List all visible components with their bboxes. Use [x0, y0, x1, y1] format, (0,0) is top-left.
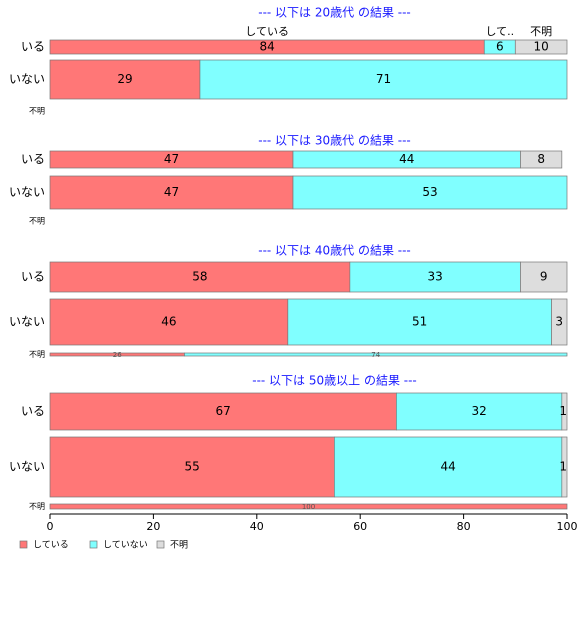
- row-label: 不明: [29, 502, 45, 511]
- legend-swatch: [19, 540, 28, 549]
- data-label: 53: [422, 185, 437, 199]
- bar-segment: [49, 503, 568, 510]
- data-label: 29: [117, 72, 132, 86]
- panel-title: --- 以下は 40歳代 の結果 ---: [258, 244, 411, 258]
- legend-label: していない: [103, 540, 148, 551]
- data-label: 100: [302, 503, 315, 511]
- data-label: 1: [559, 404, 567, 418]
- data-label: 47: [164, 185, 179, 199]
- legend-swatch: [156, 540, 165, 549]
- data-label: 3: [555, 315, 563, 329]
- data-label: 58: [192, 270, 207, 284]
- legend-label: している: [33, 540, 69, 551]
- data-label: 84: [259, 40, 274, 54]
- data-label: 67: [216, 404, 231, 418]
- x-tick-label: 60: [353, 520, 367, 533]
- bar-segment: [49, 175, 294, 210]
- data-label: 32: [471, 404, 486, 418]
- bar-segment: [561, 392, 568, 431]
- bar-segment: [520, 261, 568, 293]
- bar-segment: [520, 150, 563, 169]
- bar-segment: [49, 392, 397, 431]
- panel-title: --- 以下は 20歳代 の結果 ---: [258, 6, 411, 20]
- bar-segment: [184, 352, 568, 357]
- x-tick-label: 100: [557, 520, 578, 533]
- data-label: 44: [399, 152, 414, 166]
- row-label: いる: [21, 270, 45, 284]
- row-label: いる: [21, 152, 45, 166]
- panel-title: --- 以下は 30歳代 の結果 ---: [258, 134, 411, 148]
- bar-segment: [199, 59, 568, 100]
- row-label: いる: [21, 404, 45, 418]
- data-label: 8: [537, 152, 545, 166]
- bar-segment: [396, 392, 563, 431]
- row-label: 不明: [29, 107, 45, 116]
- data-label: 10: [534, 40, 549, 54]
- row-label: いない: [9, 315, 45, 329]
- data-label: 33: [428, 270, 443, 284]
- segment-top-label: している: [245, 25, 289, 38]
- segment-top-label: 不明: [530, 25, 552, 38]
- bar-segment: [349, 261, 521, 293]
- row-label: 不明: [29, 350, 45, 359]
- bar-segment: [551, 298, 568, 346]
- row-label: いない: [9, 460, 45, 474]
- data-label: 46: [161, 315, 176, 329]
- x-tick-label: 80: [457, 520, 471, 533]
- x-tick-label: 0: [47, 520, 54, 533]
- bar-segment: [514, 39, 568, 55]
- data-label: 47: [164, 152, 179, 166]
- legend-swatch: [89, 540, 98, 549]
- bar-segment: [49, 436, 335, 498]
- data-label: 44: [440, 460, 455, 474]
- row-label: 不明: [29, 217, 45, 226]
- row-label: いない: [9, 185, 45, 199]
- data-label: 6: [496, 40, 504, 54]
- legend-label: 不明: [170, 540, 188, 551]
- x-tick-label: 40: [250, 520, 264, 533]
- data-label: 51: [412, 315, 427, 329]
- data-label: 71: [376, 72, 391, 86]
- data-label: 9: [540, 270, 548, 284]
- segment-top-label: して..: [485, 25, 514, 38]
- bar-segment: [49, 298, 289, 346]
- bar-segment: [561, 436, 568, 498]
- data-label: 1: [559, 460, 567, 474]
- row-label: いない: [9, 72, 45, 86]
- row-label: いる: [21, 40, 45, 54]
- x-tick-label: 20: [146, 520, 160, 533]
- bar-segment: [292, 175, 568, 210]
- data-label: 74: [371, 351, 380, 359]
- data-label: 55: [185, 460, 200, 474]
- panel-title: --- 以下は 50歳以上 の結果 ---: [252, 374, 417, 388]
- data-label: 26: [113, 351, 122, 359]
- bar-segment: [334, 436, 563, 498]
